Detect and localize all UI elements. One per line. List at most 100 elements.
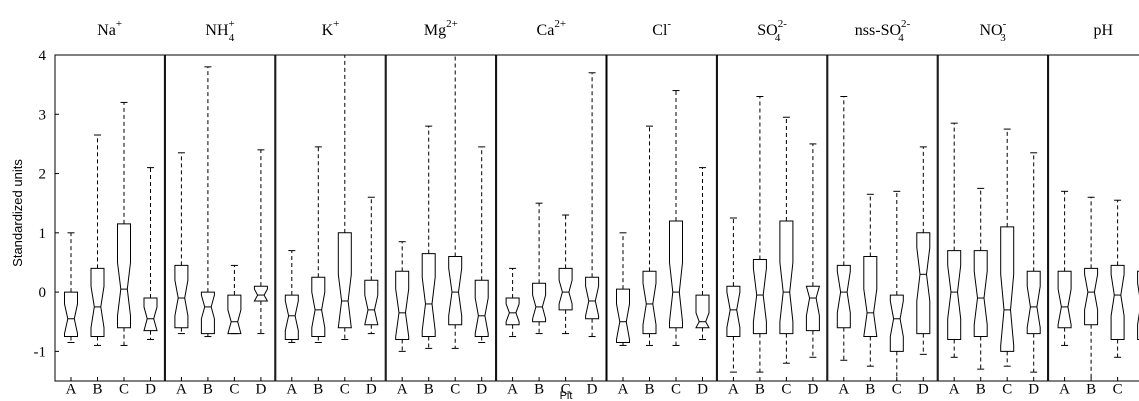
- x-tick-label: B: [976, 382, 986, 398]
- x-tick-label: D: [1028, 382, 1039, 398]
- notched-box: [448, 256, 463, 326]
- x-tick-label: A: [728, 382, 739, 398]
- notched-box: [117, 223, 131, 329]
- notched-box: [1026, 270, 1041, 335]
- x-tick-label: C: [119, 382, 129, 398]
- y-tick-label: 1: [39, 226, 47, 242]
- notched-box: [947, 250, 962, 340]
- x-tick-label: D: [807, 382, 818, 398]
- notched-box: [973, 250, 988, 337]
- notched-box: [64, 291, 78, 337]
- y-axis-title: Standardized units: [10, 159, 25, 267]
- x-tick-label: B: [313, 382, 323, 398]
- x-tick-label: C: [1002, 382, 1012, 398]
- x-tick-label: A: [949, 382, 960, 398]
- notched-box: [585, 276, 600, 320]
- panel-frame: [164, 54, 276, 382]
- notched-box: [616, 288, 630, 343]
- notched-box: [889, 294, 904, 352]
- notched-box: [1000, 226, 1015, 352]
- x-tick-label: D: [697, 382, 708, 398]
- panel-title: NO-3: [980, 18, 1007, 44]
- x-tick-label: B: [534, 382, 544, 398]
- x-axis-title: Pit: [560, 390, 573, 401]
- x-tick-label: B: [424, 382, 434, 398]
- x-tick-label: A: [1059, 382, 1070, 398]
- notched-box: [143, 297, 158, 332]
- notched-box: [669, 220, 683, 329]
- x-tick-label: D: [918, 382, 929, 398]
- notched-box: [395, 270, 410, 340]
- panel-frame: [385, 54, 497, 382]
- x-tick-label: B: [1086, 382, 1096, 398]
- notched-box: [1057, 270, 1072, 329]
- notched-box: [174, 264, 189, 329]
- panel-title: pH: [1094, 22, 1114, 39]
- x-tick-label: B: [203, 382, 213, 398]
- x-tick-label: B: [92, 382, 102, 398]
- y-tick-label: 0: [39, 285, 47, 301]
- notched-box: [253, 285, 269, 302]
- x-tick-label: B: [644, 382, 654, 398]
- panel-title: K+: [322, 18, 340, 39]
- notched-box: [505, 297, 520, 326]
- notched-box: [284, 294, 299, 340]
- panel-frame: [54, 54, 165, 382]
- x-tick-label: A: [507, 382, 518, 398]
- notched-box: [695, 294, 710, 329]
- x-tick-label: C: [229, 382, 239, 398]
- notched-box: [364, 279, 379, 326]
- x-tick-label: C: [450, 382, 460, 398]
- x-tick-label: A: [176, 382, 187, 398]
- x-tick-label: A: [286, 382, 297, 398]
- panel-frame: [937, 54, 1049, 382]
- y-tick-label: -1: [34, 344, 47, 360]
- x-tick-label: D: [587, 382, 598, 398]
- x-tick-label: D: [255, 382, 266, 398]
- notched-box: [916, 232, 931, 335]
- notched-box: [642, 270, 657, 335]
- notched-box: [752, 259, 767, 335]
- x-tick-label: D: [366, 382, 377, 398]
- x-tick-label: B: [865, 382, 875, 398]
- notched-box: [836, 264, 851, 329]
- x-tick-label: A: [66, 382, 77, 398]
- panel-title: Cl-: [652, 18, 671, 39]
- x-tick-label: C: [781, 382, 791, 398]
- x-tick-label: A: [618, 382, 629, 398]
- x-tick-label: C: [671, 382, 681, 398]
- panel-frame: [827, 54, 938, 382]
- notched-box: [311, 276, 326, 337]
- notched-box: [532, 282, 547, 323]
- notched-box: [1084, 267, 1099, 326]
- notched-box: [558, 267, 573, 311]
- x-tick-label: D: [145, 382, 156, 398]
- y-tick-label: 2: [39, 167, 47, 183]
- panel-title: SO2-4: [757, 18, 787, 44]
- panel-frame: [606, 54, 717, 382]
- notched-box: [726, 285, 741, 337]
- panel-title: Na+: [97, 18, 122, 39]
- panel-title: NH+ 4: [205, 18, 234, 44]
- x-tick-label: A: [397, 382, 408, 398]
- notched-box: [421, 253, 436, 337]
- panel-frame: [496, 54, 607, 382]
- notched-box: [90, 267, 105, 337]
- x-tick-label: C: [892, 382, 902, 398]
- notched-box: [474, 279, 489, 337]
- x-tick-label: C: [340, 382, 350, 398]
- panel-frame: [275, 54, 386, 382]
- panel-title: nss-SO2-4: [855, 18, 911, 44]
- panel-frame: [1048, 54, 1139, 382]
- x-tick-label: D: [476, 382, 487, 398]
- notched-box: [779, 220, 794, 335]
- x-tick-label: C: [1113, 382, 1123, 398]
- x-tick-label: C: [561, 382, 571, 398]
- notched-box: [337, 232, 352, 329]
- x-tick-label: B: [755, 382, 765, 398]
- notched-box: [863, 256, 878, 337]
- y-tick-label: 4: [39, 48, 47, 64]
- notched-box: [227, 294, 242, 335]
- y-tick-label: 3: [39, 107, 47, 123]
